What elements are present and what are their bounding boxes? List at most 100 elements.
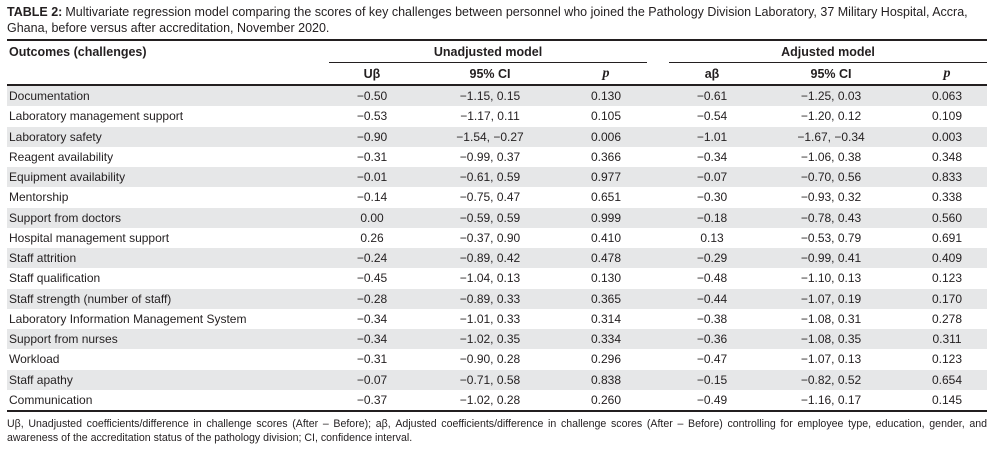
u-ci-cell: −1.15, 0.15	[459, 89, 521, 104]
a-p-cell: 0.278	[932, 311, 963, 326]
a-p-cell: 0.063	[932, 89, 963, 104]
a-beta-cell: −0.07	[696, 170, 728, 185]
table-title-text: Multivariate regression model comparing …	[7, 5, 968, 35]
a-beta-cell: −0.44	[696, 291, 728, 306]
outcome-cell: Equipment availability	[9, 170, 126, 185]
a-p-cell: 0.833	[932, 170, 963, 185]
u-ci-cell: −1.54, −0.27	[456, 129, 524, 144]
a-p-cell: 0.123	[932, 271, 963, 286]
column-header-u-beta: Uβ	[329, 62, 415, 86]
u-ci-cell: −0.90, 0.28	[459, 352, 521, 367]
a-p-cell: 0.691	[932, 230, 963, 245]
u-beta-cell: 0.26	[360, 230, 384, 245]
a-beta-cell: −0.61	[696, 89, 728, 104]
u-p-cell: 0.105	[590, 109, 622, 124]
a-p-cell: 0.348	[932, 149, 963, 164]
a-ci-cell: −0.82, 0.52	[800, 372, 862, 387]
gap-cell	[647, 370, 669, 390]
u-beta-cell: 0.00	[360, 210, 384, 225]
gap-cell	[647, 228, 669, 248]
a-beta-cell: −0.34	[696, 149, 728, 164]
gap-cell	[647, 248, 669, 268]
a-beta-cell: −0.30	[696, 190, 728, 205]
a-ci-cell: −0.93, 0.32	[800, 190, 862, 205]
u-p-cell: 0.365	[590, 291, 622, 306]
a-beta-cell: 0.13	[700, 230, 724, 245]
u-ci-cell: −0.59, 0.59	[459, 210, 521, 225]
gap-cell	[647, 85, 669, 106]
u-beta-cell: −0.14	[356, 190, 388, 205]
outcome-cell: Staff strength (number of staff)	[9, 291, 172, 306]
a-beta-cell: −1.01	[696, 129, 728, 144]
outcome-cell: Staff attrition	[9, 251, 77, 266]
a-ci-cell: −1.08, 0.31	[800, 311, 862, 326]
outcome-cell: Workload	[9, 352, 60, 367]
table-row: Documentation −0.50 −1.15, 0.15 0.130 −0…	[7, 85, 988, 107]
a-beta-cell: −0.54	[696, 109, 728, 124]
outcome-cell: Support from nurses	[9, 332, 118, 347]
table-header: Outcomes (challenges) Unadjusted model A…	[7, 40, 988, 86]
gap-cell	[647, 147, 669, 167]
u-ci-cell: −1.17, 0.11	[460, 109, 520, 124]
u-ci-cell: −0.89, 0.42	[459, 251, 521, 266]
u-beta-cell: −0.53	[356, 109, 388, 124]
column-header-a-p: p	[907, 62, 988, 86]
outcome-cell: Documentation	[9, 89, 90, 104]
table-row: Laboratory management support −0.53 −1.1…	[7, 106, 988, 127]
regression-table: Outcomes (challenges) Unadjusted model A…	[7, 39, 988, 412]
a-ci-cell: −1.07, 0.19	[800, 291, 862, 306]
column-header-u-p: p	[565, 62, 648, 86]
u-ci-cell: −1.01, 0.33	[459, 311, 521, 326]
a-p-cell: 0.145	[932, 392, 963, 407]
a-ci-cell: −1.06, 0.38	[800, 149, 862, 164]
a-ci-cell: −1.08, 0.35	[800, 332, 862, 347]
u-beta-cell: −0.90	[356, 129, 388, 144]
a-ci-cell: −0.99, 0.41	[800, 251, 862, 266]
outcome-cell: Laboratory safety	[9, 129, 102, 144]
a-beta-cell: −0.15	[696, 372, 728, 387]
u-p-cell: 0.334	[590, 332, 622, 347]
group-header-row: Outcomes (challenges) Unadjusted model A…	[7, 40, 988, 86]
column-header-a-ci: 95% CI	[755, 62, 908, 86]
u-p-cell: 0.314	[590, 311, 622, 326]
u-p-cell: 0.130	[590, 271, 622, 286]
a-ci-cell: −0.78, 0.43	[800, 210, 862, 225]
a-ci-cell: −1.07, 0.13	[800, 352, 862, 367]
outcome-cell: Staff qualification	[9, 271, 101, 286]
outcome-cell: Support from doctors	[9, 210, 122, 225]
u-p-cell: 0.006	[590, 129, 622, 144]
gap-cell	[647, 106, 669, 126]
u-beta-cell: −0.45	[356, 271, 388, 286]
u-p-cell: 0.838	[590, 372, 622, 387]
table-row: Equipment availability −0.01 −0.61, 0.59…	[7, 167, 988, 188]
a-p-cell: 0.560	[932, 210, 963, 225]
outcome-cell: Hospital management support	[9, 230, 170, 245]
u-p-cell: 0.977	[590, 170, 622, 185]
gap-cell	[647, 167, 669, 187]
u-beta-cell: −0.31	[356, 149, 388, 164]
a-p-cell: 0.409	[932, 251, 963, 266]
u-beta-cell: −0.34	[356, 332, 388, 347]
gap-cell	[647, 127, 669, 147]
u-beta-cell: −0.28	[356, 291, 388, 306]
a-p-cell: 0.003	[932, 129, 963, 144]
outcome-cell: Laboratory Information Management System	[9, 311, 247, 326]
column-header-u-ci: 95% CI	[415, 62, 565, 86]
a-beta-cell: −0.38	[696, 311, 728, 326]
a-p-cell: 0.654	[932, 372, 963, 387]
a-beta-cell: −0.47	[696, 352, 728, 367]
column-header-a-beta: aβ	[669, 62, 756, 86]
gap-cell	[647, 390, 669, 411]
u-p-cell: 0.410	[590, 230, 622, 245]
group-gap	[647, 40, 670, 86]
u-p-cell: 0.366	[590, 149, 622, 164]
u-ci-cell: −0.89, 0.33	[459, 291, 521, 306]
u-beta-cell: −0.07	[356, 372, 388, 387]
a-p-cell: 0.311	[932, 332, 962, 347]
gap-cell	[647, 187, 669, 207]
group-header-unadjusted: Unadjusted model	[329, 40, 648, 63]
outcome-cell: Laboratory management support	[9, 109, 184, 124]
table-row: Hospital management support 0.26 −0.37, …	[7, 227, 988, 248]
u-beta-cell: −0.24	[356, 251, 388, 266]
